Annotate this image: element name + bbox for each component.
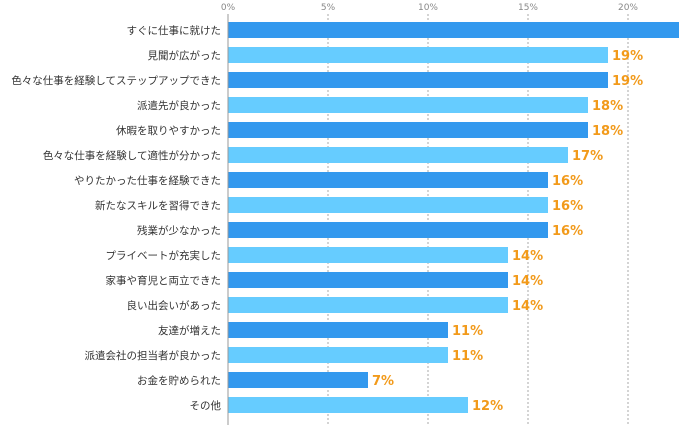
- category-label: プライベートが充実した: [106, 249, 222, 262]
- bar: [228, 72, 608, 88]
- x-tick-label: 15%: [518, 3, 538, 13]
- value-labels: 41%19%19%18%18%17%16%16%16%14%14%14%11%1…: [372, 49, 643, 414]
- value-label: 19%: [612, 74, 643, 89]
- category-label: 友達が増えた: [158, 324, 221, 337]
- bar: [228, 247, 508, 263]
- bar: [228, 297, 508, 313]
- bar: [228, 372, 368, 388]
- category-label: すぐに仕事に就けた: [127, 24, 222, 37]
- bar: [228, 172, 548, 188]
- bar: [228, 322, 448, 338]
- x-tick-label: 5%: [321, 3, 336, 13]
- bar: [228, 397, 468, 413]
- category-label: 良い出会いがあった: [127, 299, 222, 312]
- bar: [228, 222, 548, 238]
- value-label: 16%: [552, 224, 583, 239]
- category-label: 見聞が広がった: [148, 49, 222, 62]
- value-label: 18%: [592, 124, 623, 139]
- bar: [228, 197, 548, 213]
- value-label: 18%: [592, 99, 623, 114]
- value-label: 11%: [452, 324, 483, 339]
- value-label: 17%: [572, 149, 603, 164]
- value-label: 16%: [552, 199, 583, 214]
- category-label: 派遣先が良かった: [137, 99, 221, 112]
- category-label: 休暇を取りやすかった: [116, 125, 221, 137]
- value-label: 11%: [452, 349, 483, 364]
- value-label: 16%: [552, 174, 583, 189]
- bar: [228, 272, 508, 288]
- value-label: 7%: [372, 374, 394, 389]
- value-label: 14%: [512, 249, 543, 264]
- bar: [228, 347, 448, 363]
- bar: [228, 22, 679, 38]
- category-label: 家事や育児と両立できた: [106, 274, 222, 287]
- x-tick-label: 10%: [418, 3, 438, 13]
- bar: [228, 47, 608, 63]
- category-label: その他: [190, 399, 222, 412]
- bars: [228, 22, 679, 413]
- category-labels: すぐに仕事に就けた見聞が広がった色々な仕事を経験してステップアップできた派遣先が…: [11, 24, 221, 412]
- bar: [228, 97, 588, 113]
- category-label: やりたかった仕事を経験できた: [74, 174, 221, 187]
- category-label: 残業が少なかった: [137, 224, 221, 237]
- value-label: 12%: [472, 399, 503, 414]
- bar: [228, 147, 568, 163]
- x-axis-ticks: 0%5%10%15%20%25%30%35%40%: [221, 3, 639, 13]
- category-label: 派遣会社の担当者が良かった: [85, 349, 222, 362]
- x-tick-label: 20%: [618, 3, 638, 13]
- value-label: 14%: [512, 274, 543, 289]
- x-tick-label: 0%: [221, 3, 236, 13]
- bar: [228, 122, 588, 138]
- value-label: 19%: [612, 49, 643, 64]
- category-label: 色々な仕事を経験してステップアップできた: [11, 74, 221, 87]
- category-label: 色々な仕事を経験して適性が分かった: [43, 149, 221, 162]
- category-label: お金を貯められた: [137, 374, 221, 387]
- value-label: 14%: [512, 299, 543, 314]
- category-label: 新たなスキルを習得できた: [95, 199, 221, 212]
